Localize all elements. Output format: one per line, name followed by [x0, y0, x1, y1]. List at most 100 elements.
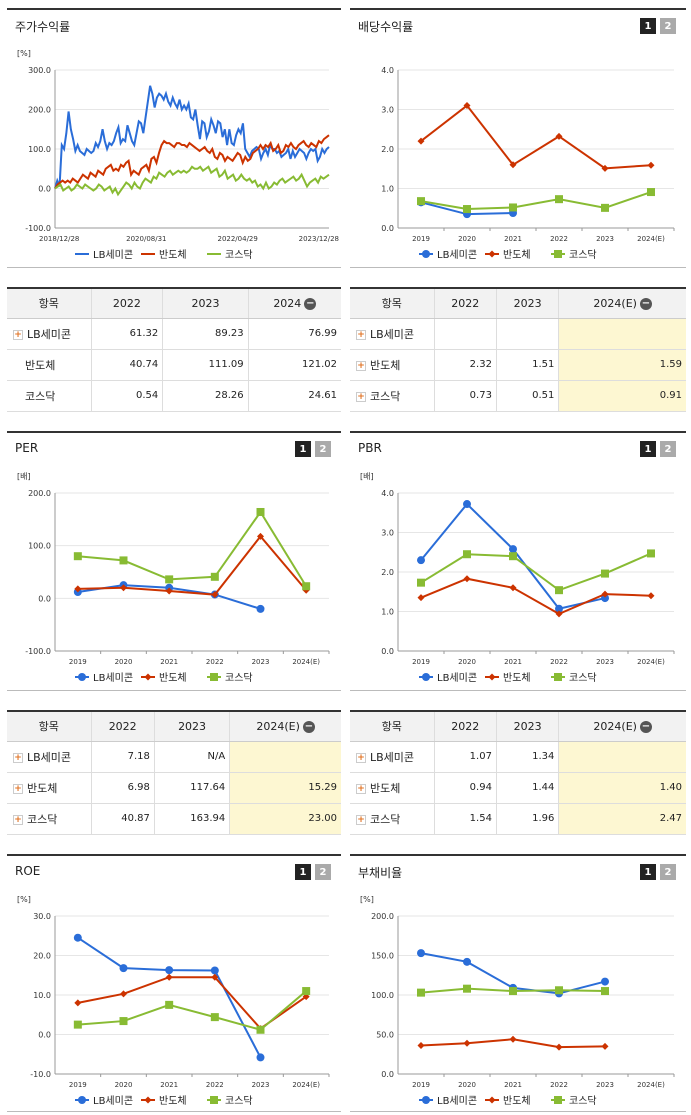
x-tick-label: 2019	[69, 658, 87, 666]
data-point	[210, 673, 218, 681]
expand-icon[interactable]: +	[13, 814, 23, 825]
row-name[interactable]: + 반도체	[7, 772, 92, 804]
y-tick-label: -100.0	[25, 647, 51, 656]
row-name[interactable]: + LB세미콘	[7, 741, 92, 773]
x-tick-label: 2024(E)	[292, 1081, 320, 1089]
series-line	[420, 104, 652, 170]
expand-icon[interactable]: +	[356, 752, 366, 763]
legend-label: 코스닥	[569, 1095, 597, 1107]
legend-label: LB세미콘	[437, 249, 477, 261]
table-row: + 코스닥 0.73 0.51 0.91	[350, 380, 686, 412]
data-point	[463, 984, 471, 993]
legend-label: 코스닥	[225, 249, 253, 261]
expand-icon[interactable]: +	[356, 814, 366, 825]
legend-item: 코스닥	[207, 1095, 253, 1107]
collapse-icon[interactable]: −	[304, 297, 317, 310]
row-name[interactable]: + 코스닥	[350, 380, 435, 412]
unit-label: [%]	[17, 49, 31, 58]
data-point	[509, 987, 517, 996]
collapse-icon[interactable]: −	[302, 720, 315, 733]
y-tick-label: 100.0	[28, 145, 51, 154]
toggle-1-button[interactable]: 1	[640, 864, 656, 880]
chart-per: [배] 200.0 100.0 0.0 -100.0 2019 2020 2021 2022 20…	[17, 472, 330, 684]
data-point	[256, 1053, 265, 1062]
chart-debt: [%] 200.0 150.0 100.0 50.0 0.0 2019 2020 2021 202…	[360, 895, 675, 1107]
data-point	[417, 988, 425, 997]
toggle-2-button[interactable]: 2	[315, 864, 331, 880]
data-point	[256, 507, 265, 516]
y-tick-label: 4.0	[381, 66, 394, 75]
x-tick-label: 2022	[206, 658, 224, 666]
toggle-1-button[interactable]: 1	[640, 441, 656, 457]
series-line	[77, 534, 307, 596]
data-point	[74, 585, 82, 593]
legend-label: 코스닥	[569, 249, 597, 261]
y-tick-label: 0.0	[381, 1070, 394, 1079]
panel-stock-return: 주가수익률 [%] 300.0 200.0 100.0 0.0 -100.0 2018/12…	[7, 8, 341, 268]
table-cell: 0.51	[496, 380, 560, 412]
expand-icon[interactable]: +	[13, 752, 23, 763]
y-tick-label: 200.0	[371, 912, 394, 921]
data-point	[78, 1096, 86, 1104]
table-cell: 1.96	[496, 803, 560, 835]
expand-icon[interactable]: +	[356, 329, 366, 340]
series-코스닥	[417, 549, 655, 595]
toggle-2-button[interactable]: 2	[315, 441, 331, 457]
chart-dividend: 4.0 3.0 2.0 1.0 0.0 2019 2020 2021 2022 2023 2024(…	[381, 66, 675, 261]
panel-title: ROE	[15, 864, 41, 878]
data-point	[555, 195, 563, 204]
x-tick-label: 2023	[252, 1081, 270, 1089]
row-name[interactable]: + 반도체	[350, 772, 435, 804]
table-cell: 24.61	[248, 380, 341, 412]
y-tick-label: 20.0	[33, 952, 51, 961]
table-row: + 반도체 0.94 1.44 1.40	[350, 772, 686, 804]
table-cell: 76.99	[248, 318, 341, 350]
data-point	[601, 987, 609, 996]
data-point	[555, 610, 563, 618]
expand-icon[interactable]: +	[356, 360, 366, 371]
data-point	[120, 990, 127, 998]
toggle-1-button[interactable]: 1	[640, 18, 656, 34]
data-point	[647, 161, 655, 169]
row-name[interactable]: + 코스닥	[350, 803, 435, 835]
y-tick-label: 1.0	[381, 608, 394, 617]
expand-icon[interactable]: +	[13, 329, 23, 340]
data-point	[555, 604, 563, 613]
data-point	[601, 590, 609, 598]
data-point	[417, 1042, 425, 1050]
collapse-icon[interactable]: −	[639, 720, 652, 733]
data-point	[647, 188, 655, 197]
row-name[interactable]: + LB세미콘	[350, 318, 435, 350]
toggle-1-button[interactable]: 1	[295, 441, 311, 457]
row-name[interactable]: + LB세미콘	[7, 318, 92, 350]
table-header: 2024(E) −	[558, 288, 686, 319]
toggle-2-button[interactable]: 2	[660, 441, 676, 457]
expand-icon[interactable]: +	[356, 783, 366, 794]
row-name[interactable]: + LB세미콘	[350, 741, 435, 773]
table-cell	[558, 741, 686, 773]
table-row: + LB세미콘	[350, 318, 686, 350]
table-cell: 163.94	[154, 803, 231, 835]
chart-stock-return: [%] 300.0 200.0 100.0 0.0 -100.0 2018/12/28 202…	[17, 49, 339, 261]
data-point	[601, 569, 609, 578]
legend-item: LB세미콘	[419, 249, 477, 261]
row-name[interactable]: + 반도체	[350, 349, 435, 381]
row-name[interactable]: + 코스닥	[7, 803, 92, 835]
toggle-2-button[interactable]: 2	[660, 18, 676, 34]
data-point	[256, 604, 265, 613]
expand-icon[interactable]: +	[13, 783, 23, 794]
expand-icon[interactable]: +	[356, 391, 366, 402]
table-cell: 121.02	[248, 349, 341, 381]
toggle-2-button[interactable]: 2	[660, 864, 676, 880]
toggle-1-button[interactable]: 1	[295, 864, 311, 880]
legend-item: LB세미콘	[75, 249, 133, 261]
y-tick-label: 50.0	[376, 1031, 394, 1040]
table-header: 2024−	[248, 288, 341, 319]
series-LB세미콘	[73, 933, 265, 1062]
table-row: 코스닥 0.54 28.26 24.61	[7, 380, 341, 412]
y-tick-label: 30.0	[33, 912, 51, 921]
collapse-icon[interactable]: −	[639, 297, 652, 310]
table-row: 반도체 40.74 111.09 121.02	[7, 349, 341, 381]
